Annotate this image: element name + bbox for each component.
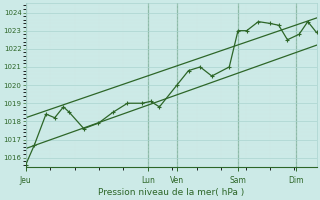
X-axis label: Pression niveau de la mer( hPa ): Pression niveau de la mer( hPa ) [98, 188, 244, 197]
